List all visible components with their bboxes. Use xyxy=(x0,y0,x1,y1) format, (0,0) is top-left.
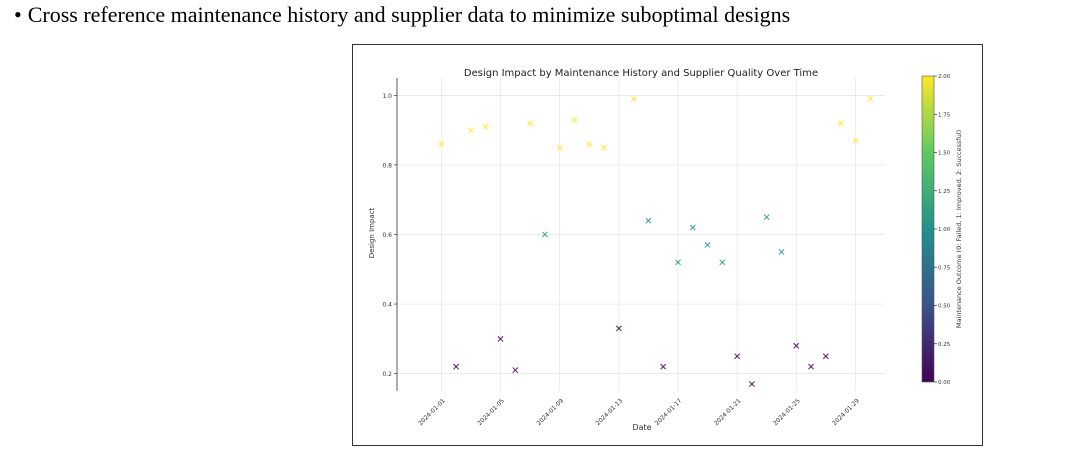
data-point xyxy=(867,95,874,102)
colorbar xyxy=(921,75,935,383)
data-point-stroke xyxy=(689,224,696,231)
data-point xyxy=(793,342,800,349)
data-point-stroke xyxy=(512,367,519,374)
data-point-stroke xyxy=(586,141,593,148)
data-point-stroke xyxy=(674,259,681,266)
data-point-stroke xyxy=(660,363,667,370)
colorbar-tick-label: 1.00 xyxy=(938,227,951,233)
data-point-stroke xyxy=(453,363,460,370)
data-point-stroke xyxy=(497,335,504,342)
grid-lines xyxy=(397,78,885,391)
data-point xyxy=(556,144,563,151)
colorbar-tick-label: 0.00 xyxy=(938,380,951,386)
data-point xyxy=(778,248,785,255)
data-point-stroke xyxy=(438,141,445,148)
y-tick-label: 0.8 xyxy=(382,162,392,169)
data-point xyxy=(763,214,770,221)
x-tick-label: 2024-01-25 xyxy=(772,397,802,427)
x-tick-label: 2024-01-13 xyxy=(595,397,625,427)
data-point-stroke xyxy=(601,144,608,151)
data-point-stroke xyxy=(630,95,637,102)
data-point xyxy=(453,363,460,370)
data-point xyxy=(660,363,667,370)
colorbar-tick-label: 0.75 xyxy=(938,265,951,271)
data-point-stroke xyxy=(704,241,711,248)
x-tick-label: 2024-01-09 xyxy=(535,397,565,427)
colorbar-tick-label: 1.50 xyxy=(938,151,951,157)
bullet-text: Cross reference maintenance history and … xyxy=(27,2,791,27)
data-point xyxy=(571,116,578,123)
data-point-stroke xyxy=(467,127,474,134)
x-tick-label: 2024-01-21 xyxy=(713,397,743,427)
data-point xyxy=(689,224,696,231)
data-point-stroke xyxy=(482,123,489,130)
data-point xyxy=(837,120,844,127)
data-point xyxy=(630,95,637,102)
data-point-stroke xyxy=(645,217,652,224)
y-ticks: 0.2 0.4 0.6 0.8 1.0 xyxy=(382,93,397,378)
data-point xyxy=(645,217,652,224)
data-point-stroke xyxy=(719,259,726,266)
data-point xyxy=(482,123,489,130)
colorbar-label: Maintenance Outcome (0: Failed, 1: Impro… xyxy=(955,130,963,328)
data-point-stroke xyxy=(822,353,829,360)
bullet-point: • Cross reference maintenance history and… xyxy=(14,2,790,28)
data-point xyxy=(822,353,829,360)
data-point xyxy=(748,381,755,388)
y-tick-label: 0.2 xyxy=(382,371,392,378)
data-point-stroke xyxy=(615,325,622,332)
y-tick-label: 1.0 xyxy=(382,93,392,100)
scatter-chart: Design Impact by Maintenance History and… xyxy=(368,68,963,432)
colorbar-tick-label: 0.50 xyxy=(938,304,951,310)
data-point-stroke xyxy=(763,214,770,221)
x-tick-label: 2024-01-17 xyxy=(654,397,684,427)
data-point-stroke xyxy=(852,137,859,144)
data-point-stroke xyxy=(556,144,563,151)
data-point xyxy=(601,144,608,151)
y-tick-label: 0.6 xyxy=(382,232,392,239)
x-axis-label: Date xyxy=(632,423,651,432)
data-point-stroke xyxy=(541,231,548,238)
data-point-stroke xyxy=(793,342,800,349)
data-point xyxy=(808,363,815,370)
data-point xyxy=(541,231,548,238)
y-tick-label: 0.4 xyxy=(382,302,392,309)
data-point xyxy=(497,335,504,342)
scatter-points xyxy=(438,95,874,388)
x-tick-label: 2024-01-29 xyxy=(831,397,861,427)
data-point xyxy=(852,137,859,144)
data-point xyxy=(512,367,519,374)
chart-title: Design Impact by Maintenance History and… xyxy=(464,68,818,79)
data-point-stroke xyxy=(734,353,741,360)
bullet-symbol: • xyxy=(14,2,22,27)
colorbar-tick-label: 1.75 xyxy=(938,112,951,118)
data-point xyxy=(615,325,622,332)
data-point-stroke xyxy=(571,116,578,123)
colorbar-tick-label: 1.25 xyxy=(938,189,951,195)
y-axis-label: Design Impact xyxy=(368,207,376,258)
data-point-stroke xyxy=(527,120,534,127)
data-point xyxy=(734,353,741,360)
data-point xyxy=(674,259,681,266)
data-point-stroke xyxy=(748,381,755,388)
colorbar-tick-label: 0.25 xyxy=(938,342,951,348)
data-point xyxy=(467,127,474,134)
data-point-stroke xyxy=(778,248,785,255)
data-point xyxy=(586,141,593,148)
data-point-stroke xyxy=(837,120,844,127)
data-point-stroke xyxy=(808,363,815,370)
colorbar-tick-label: 2.00 xyxy=(938,74,951,80)
data-point xyxy=(704,241,711,248)
chart-figure: Design Impact by Maintenance History and… xyxy=(352,44,983,446)
x-tick-label: 2024-01-05 xyxy=(476,397,506,427)
data-point-stroke xyxy=(867,95,874,102)
data-point xyxy=(719,259,726,266)
x-tick-label: 2024-01-01 xyxy=(417,397,447,427)
data-point xyxy=(527,120,534,127)
data-point xyxy=(438,141,445,148)
colorbar-ticks: 0.00 0.25 0.50 0.75 1.00 1.25 1.50 1.75 2.00 xyxy=(934,74,951,386)
